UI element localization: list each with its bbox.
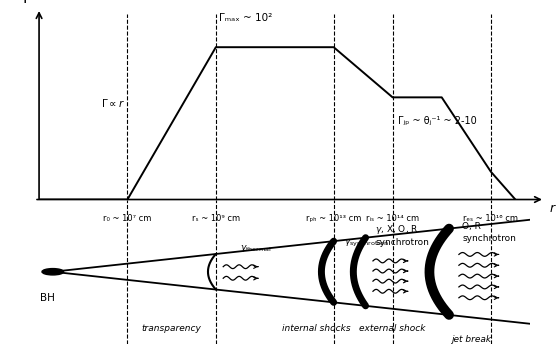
Text: $\gamma$, X, O, R: $\gamma$, X, O, R [376,223,419,236]
Text: Γₘₐₓ ~ 10²: Γₘₐₓ ~ 10² [219,13,272,23]
Text: rₚₕ ~ 10¹³ cm: rₚₕ ~ 10¹³ cm [306,214,362,223]
Text: rᵢₛ ~ 10¹⁴ cm: rᵢₛ ~ 10¹⁴ cm [366,214,419,223]
Text: $\Gamma$: $\Gamma$ [22,0,32,6]
Text: O, R: O, R [463,222,481,231]
Text: $\gamma_{\rm thermal}$: $\gamma_{\rm thermal}$ [240,244,272,255]
Text: transparency: transparency [142,324,201,333]
Text: $\Gamma\propto r$: $\Gamma\propto r$ [100,97,125,109]
Text: r₀ ~ 10⁷ cm: r₀ ~ 10⁷ cm [103,214,152,223]
Text: external shock: external shock [359,324,426,333]
Text: synchrotron: synchrotron [463,234,516,243]
Text: BH: BH [41,293,55,303]
Text: $\gamma_{\rm synchrotron}$: $\gamma_{\rm synchrotron}$ [344,238,388,249]
Text: rₛ ~ 10⁹ cm: rₛ ~ 10⁹ cm [192,214,240,223]
Circle shape [42,269,64,275]
Text: synchrotron: synchrotron [376,238,429,247]
Text: internal shocks: internal shocks [282,324,351,333]
Text: rₑₛ ~ 10¹⁶ cm: rₑₛ ~ 10¹⁶ cm [463,214,518,223]
Text: jet break: jet break [451,335,491,344]
Text: r: r [550,202,555,215]
Text: Γⱼₚ ~ θⱼ⁻¹ ~ 2-10: Γⱼₚ ~ θⱼ⁻¹ ~ 2-10 [397,116,477,126]
